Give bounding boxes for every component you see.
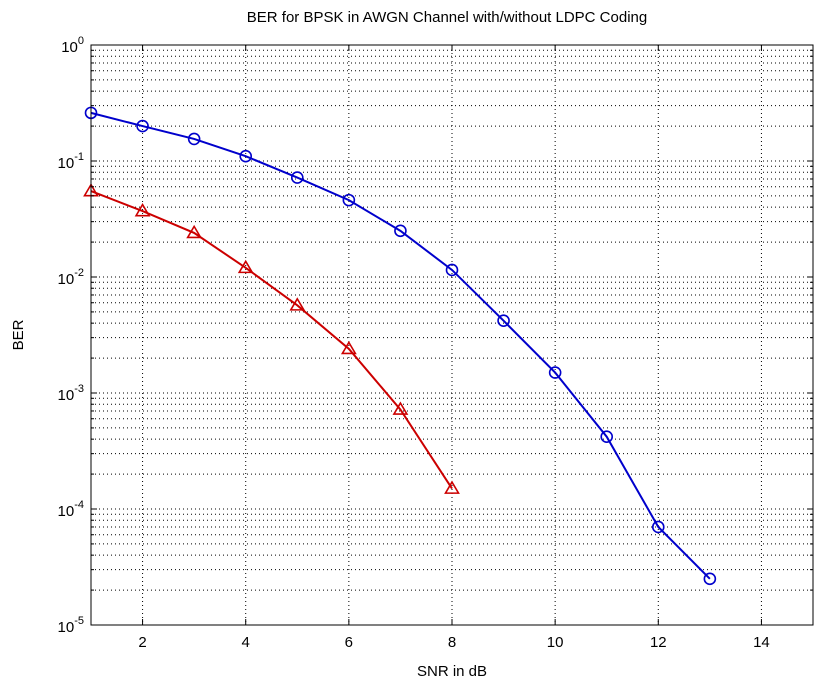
series-0-point bbox=[342, 193, 356, 207]
series-0-point bbox=[600, 430, 614, 444]
series-0-point bbox=[187, 132, 201, 146]
series-0-point bbox=[497, 314, 510, 328]
series-0-point bbox=[703, 572, 717, 586]
series-0-point bbox=[651, 520, 665, 534]
series-1-point bbox=[134, 203, 151, 217]
x-tick-label: 14 bbox=[753, 634, 770, 651]
series-0-point bbox=[394, 224, 407, 238]
y-tick-exponent: -1 bbox=[74, 151, 84, 163]
y-tick-base: 10 bbox=[58, 619, 75, 636]
series-1-line bbox=[90, 190, 453, 490]
series-0-point bbox=[548, 366, 562, 379]
chart-title: BER for BPSK in AWGN Channel with/withou… bbox=[247, 9, 647, 26]
series-1-point bbox=[186, 224, 203, 239]
series-0-point bbox=[239, 149, 253, 163]
series-0-point bbox=[136, 119, 149, 133]
x-tick-label: 6 bbox=[345, 634, 353, 651]
y-tick-label: 10-1 bbox=[58, 151, 84, 172]
series-layer bbox=[83, 106, 717, 586]
grid bbox=[91, 45, 813, 625]
y-tick-base: 10 bbox=[61, 39, 78, 56]
series-1-point bbox=[340, 340, 357, 355]
y-tick-exponent: -4 bbox=[74, 499, 84, 511]
y-tick-base: 10 bbox=[58, 155, 75, 172]
series-1-point bbox=[237, 259, 254, 274]
x-tick-label: 10 bbox=[547, 634, 564, 651]
y-axis-label: BER bbox=[10, 319, 27, 350]
y-tick-label: 10-2 bbox=[58, 267, 84, 288]
y-tick-label: 10-3 bbox=[58, 383, 84, 404]
y-tick-exponent: 0 bbox=[78, 35, 84, 47]
series-0-point bbox=[290, 171, 304, 184]
x-tick-label: 2 bbox=[138, 634, 146, 651]
y-tick-label: 10-5 bbox=[58, 615, 84, 636]
series-1-point bbox=[444, 480, 460, 494]
x-tick-label: 4 bbox=[242, 634, 250, 651]
x-axis-label: SNR in dB bbox=[417, 663, 487, 680]
series-0-line bbox=[90, 111, 711, 580]
y-tick-label: 100 bbox=[61, 35, 84, 56]
x-tick-label: 8 bbox=[448, 634, 456, 651]
y-tick-label: 10-4 bbox=[58, 499, 84, 520]
y-tick-exponent: -5 bbox=[74, 615, 84, 627]
series-1-point bbox=[392, 401, 409, 415]
y-tick-exponent: -2 bbox=[74, 267, 84, 279]
series-1-point bbox=[289, 297, 306, 311]
y-tick-base: 10 bbox=[58, 503, 75, 520]
y-tick-exponent: -3 bbox=[74, 383, 84, 395]
series-0-point bbox=[445, 263, 459, 277]
x-tick-label: 12 bbox=[650, 634, 667, 651]
y-tick-base: 10 bbox=[58, 271, 75, 288]
y-tick-base: 10 bbox=[58, 387, 75, 404]
